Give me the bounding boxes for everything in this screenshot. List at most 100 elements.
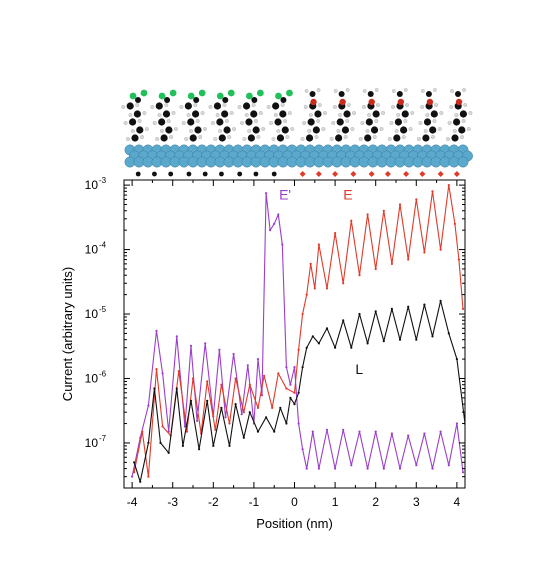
series-1-point [214, 428, 217, 431]
series-label-2: L [355, 361, 363, 377]
carbon-atom [459, 110, 467, 118]
series-0-point [407, 434, 410, 437]
series-2-point [228, 444, 231, 447]
series-1-point [271, 406, 274, 409]
carbon-atom [187, 118, 195, 126]
hydrogen-atom [423, 129, 428, 133]
y-axis: 10-710-610-510-410-3 [85, 176, 465, 489]
series-2-point [439, 299, 442, 302]
chlorine-atom [286, 89, 293, 97]
carbon-atom [129, 118, 137, 126]
series-0-point [240, 413, 243, 416]
series-2-point [431, 335, 434, 338]
hydrogen-atom [258, 111, 263, 115]
oxygen-atom [310, 98, 317, 106]
adsorbed-molecule [208, 89, 237, 142]
marker-dot [219, 171, 224, 177]
hydrogen-atom [237, 105, 242, 109]
hydrogen-atom [462, 88, 466, 92]
hydrogen-atom [405, 103, 409, 107]
series-2-point [285, 422, 288, 425]
carbon-atom [394, 118, 403, 126]
series-1-point [285, 387, 288, 390]
carbon-atom [162, 110, 171, 118]
x-tick-label: 4 [454, 495, 461, 509]
chlorine-atom [140, 89, 148, 97]
y-tick-exponent: -7 [99, 434, 107, 443]
series-0-point [325, 428, 329, 431]
oxygen-atom [368, 98, 375, 106]
series-0-point [131, 475, 134, 478]
chlorine-atom [187, 92, 195, 100]
hydrogen-atom [242, 137, 247, 141]
hydrogen-atom [401, 135, 406, 139]
marker-dot [237, 171, 243, 177]
hydrogen-atom [420, 105, 425, 109]
series-2-point [455, 358, 458, 361]
series-2-point [423, 303, 426, 306]
hydrogen-atom [446, 137, 450, 141]
hydrogen-atom [418, 121, 423, 125]
adsorbed-molecule [446, 88, 473, 142]
hydrogen-atom [173, 127, 178, 131]
carbon-atom [245, 118, 253, 126]
hydrogen-atom [222, 103, 227, 107]
series-1-point [206, 380, 209, 383]
carbon-atom [131, 134, 139, 142]
series-0-point [423, 432, 426, 435]
hydrogen-atom [218, 129, 223, 133]
series-0-point [285, 366, 288, 369]
series-0-point [293, 366, 296, 369]
chlorine-atom [275, 92, 282, 100]
series-1-point [228, 422, 231, 425]
hydrogen-atom [447, 121, 452, 125]
hydrogen-atom [181, 121, 186, 125]
hydrogen-atom [362, 89, 367, 93]
hydrogen-atom [276, 129, 281, 133]
series-2-point [289, 396, 292, 399]
oxygen-atom [339, 98, 346, 106]
series-1-point [390, 262, 393, 265]
hydrogen-atom [300, 137, 305, 141]
carbon-atom [367, 91, 374, 97]
hydrogen-atom [321, 127, 326, 131]
series-2-point [256, 430, 260, 433]
hydrogen-atom [439, 111, 444, 115]
series-1-point [317, 243, 320, 246]
hydrogen-atom [150, 105, 155, 109]
series-0-point [431, 467, 434, 470]
hydrogen-atom [273, 113, 278, 117]
hydrogen-atom [227, 135, 232, 139]
current-vs-position-chart: -4 -3 -2 -1 0 1 2 3 4 10-710-610-510-410-3 E' EL … [60, 171, 466, 531]
carbon-atom [458, 126, 466, 134]
hydrogen-atom [164, 103, 169, 107]
series-2-point [167, 451, 170, 454]
series-1-point [313, 287, 316, 290]
series-0-point [246, 364, 249, 367]
series-2-point [297, 391, 300, 394]
series-1-point [161, 425, 164, 428]
series-1-point [439, 248, 442, 251]
y-tick-label: 10 [85, 178, 99, 192]
series-2-point [447, 332, 450, 335]
series-1-point [293, 391, 296, 394]
series-2-point [273, 430, 276, 433]
hydrogen-atom [128, 113, 133, 117]
series-0-point [155, 329, 158, 332]
hydrogen-atom [213, 137, 218, 141]
hydrogen-atom [193, 103, 198, 107]
series-0-point [415, 464, 418, 467]
carbon-atom [400, 126, 408, 134]
hydrogen-atom [208, 105, 213, 109]
series-2-point [334, 346, 337, 349]
series-2-point [265, 416, 268, 419]
carbon-atom [430, 110, 438, 118]
hydrogen-atom [135, 103, 140, 107]
x-tick-label: -1 [249, 495, 260, 509]
hydrogen-atom [171, 111, 176, 115]
chlorine-atom [129, 92, 137, 100]
series-0-point [358, 430, 361, 433]
series-1-point [234, 377, 237, 380]
series-2-point [374, 310, 377, 313]
series-1-point [220, 383, 223, 386]
